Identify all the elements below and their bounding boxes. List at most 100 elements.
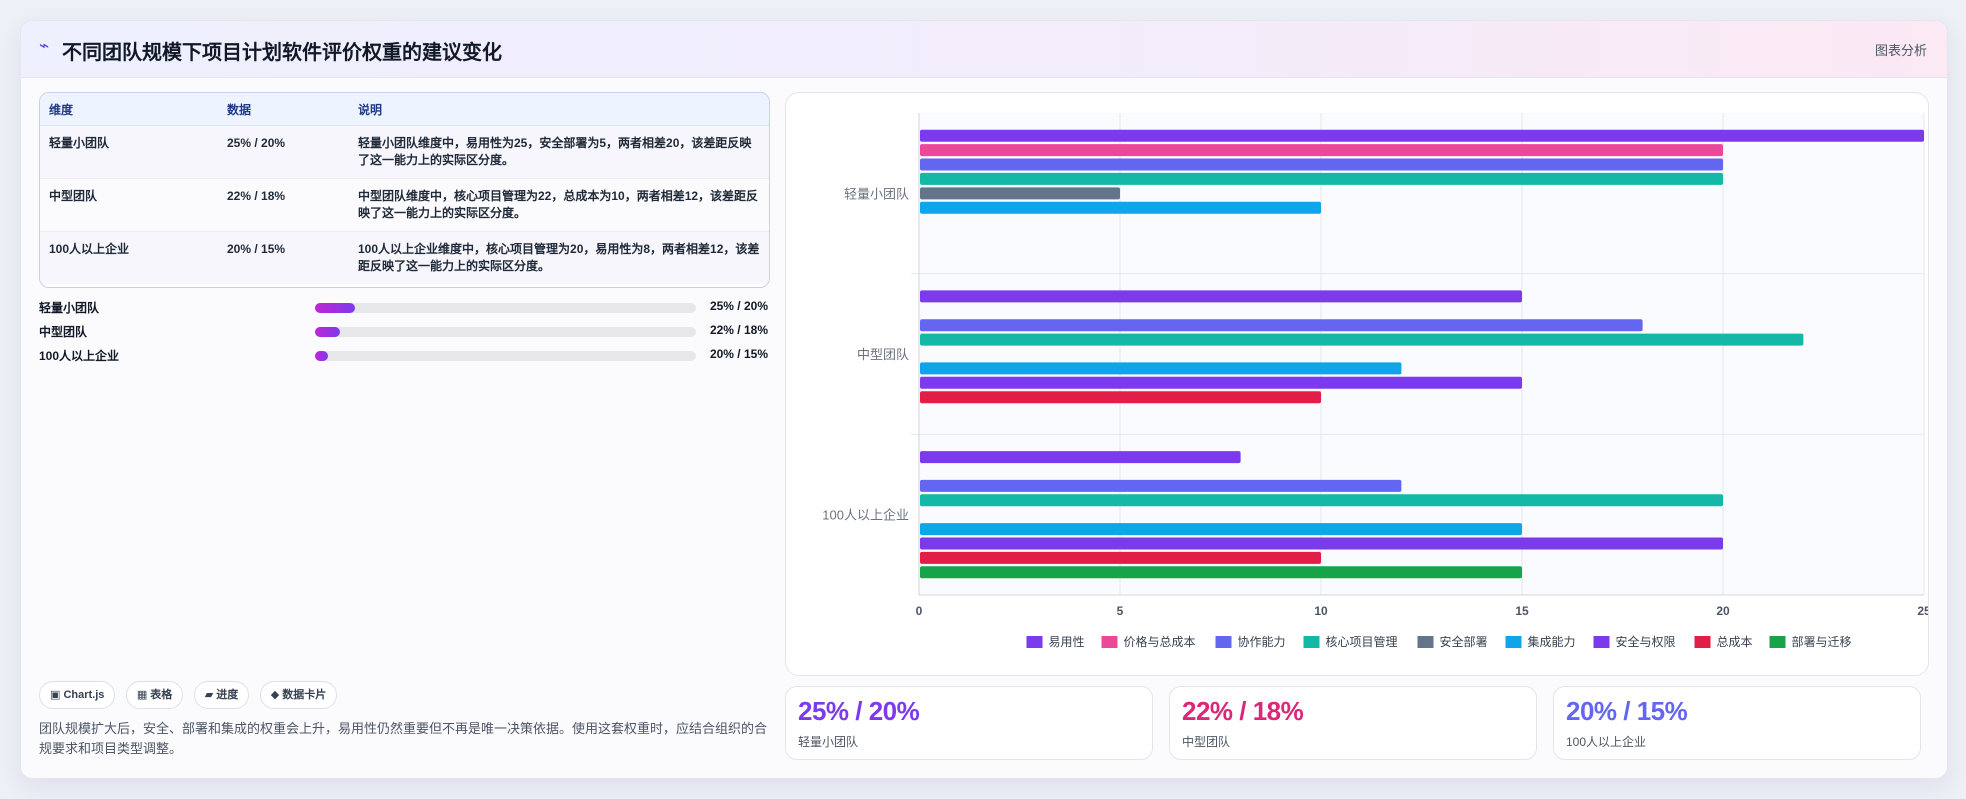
- progress-row: 中型团队 22% / 18%: [39, 321, 768, 341]
- chip-progress[interactable]: ▰ 进度: [193, 681, 250, 709]
- stat-card: 25% / 20% 轻量小团队: [785, 686, 1153, 760]
- progress-row: 100人以上企业 20% / 15%: [39, 345, 768, 365]
- bar: [920, 523, 1522, 536]
- bar: [920, 333, 1804, 346]
- bar: [920, 537, 1723, 550]
- trend-icon: ⌁: [39, 36, 50, 55]
- bar: [920, 319, 1643, 332]
- stat-label: 100人以上企业: [1566, 735, 1647, 749]
- feature-chips: ▣ Chart.js ▦ 表格 ▰ 进度 ◆ 数据卡片: [39, 681, 343, 709]
- progress-value: 25% / 20%: [709, 299, 768, 313]
- progress-label: 100人以上企业: [39, 349, 120, 363]
- header-tag: 图表分析: [1874, 43, 1927, 58]
- column-header-data: 数据: [218, 93, 349, 126]
- legend-label: 核心项目管理: [1326, 634, 1398, 649]
- x-tick-label: 5: [1117, 604, 1124, 618]
- bar: [920, 479, 1402, 492]
- table-row: 中型团队 22% / 18% 中型团队维度中，核心项目管理为22，总成本为10，…: [40, 178, 769, 232]
- page-title: 不同团队规模下项目计划软件评价权重的建议变化: [62, 42, 502, 64]
- column-header-dimension: 维度: [40, 93, 218, 126]
- column-header-description: 说明: [349, 93, 769, 126]
- chip-table[interactable]: ▦ 表格: [125, 681, 184, 709]
- bar: [920, 201, 1321, 214]
- legend-swatch: [1694, 636, 1711, 648]
- legend-swatch: [1417, 636, 1434, 648]
- x-tick-label: 15: [1515, 604, 1529, 618]
- bar: [920, 391, 1321, 404]
- bar: [920, 362, 1402, 375]
- progress-value: 22% / 18%: [709, 323, 768, 337]
- stat-label: 轻量小团队: [798, 735, 859, 749]
- bar: [920, 187, 1120, 200]
- summary-note: 团队规模扩大后，安全、部署和集成的权重会上升，易用性仍然重要但不再是唯一决策依据…: [39, 721, 768, 756]
- legend-label: 协作能力: [1238, 634, 1286, 649]
- bar: [920, 144, 1723, 157]
- stat-card: 22% / 18% 中型团队: [1169, 686, 1537, 760]
- stat-value: 20% / 15%: [1566, 696, 1688, 726]
- bar: [920, 129, 1924, 142]
- bar: [920, 451, 1241, 464]
- table-cell-data: 25% / 20%: [218, 125, 349, 179]
- stat-value: 25% / 20%: [798, 696, 920, 726]
- bar: [920, 551, 1321, 564]
- legend-label: 安全部署: [1440, 634, 1488, 649]
- progress-row: 轻量小团队 25% / 20%: [39, 297, 768, 317]
- legend-swatch: [1303, 636, 1320, 648]
- table-cell-description: 中型团队维度中，核心项目管理为22，总成本为10，两者相差12，该差距反映了这一…: [349, 178, 769, 232]
- y-tick-label: 轻量小团队: [844, 186, 909, 201]
- table-cell-data: 22% / 18%: [218, 178, 349, 232]
- plot-area: [919, 113, 1924, 595]
- progress-track: [315, 303, 696, 313]
- legend-swatch: [1505, 636, 1522, 648]
- table-cell-dimension: 轻量小团队: [40, 125, 218, 179]
- legend-label: 易用性: [1049, 635, 1085, 649]
- stat-label: 中型团队: [1182, 735, 1231, 749]
- x-tick-label: 25: [1917, 604, 1928, 618]
- legend-swatch: [1593, 636, 1610, 648]
- table-cell-dimension: 100人以上企业: [40, 231, 218, 284]
- progress-fill: [315, 327, 340, 337]
- table-cell-description: 轻量小团队维度中，易用性为25，安全部署为5，两者相差20，该差距反映了这一能力…: [349, 125, 769, 179]
- header: ⌁ 不同团队规模下项目计划软件评价权重的建议变化 图表分析: [21, 21, 1947, 78]
- progress-track: [315, 327, 696, 337]
- legend-label: 总成本: [1717, 635, 1753, 649]
- table-row: 100人以上企业 20% / 15% 100人以上企业维度中，核心项目管理为20…: [40, 231, 769, 284]
- data-table: 维度 数据 说明 轻量小团队 25% / 20% 轻量小团队维度中，易用性为25…: [39, 92, 770, 288]
- legend-label: 安全与权限: [1616, 634, 1676, 649]
- bar: [920, 158, 1723, 171]
- bar: [920, 290, 1522, 303]
- legend-swatch: [1215, 636, 1232, 648]
- bar: [920, 376, 1522, 389]
- legend-label: 价格与总成本: [1124, 634, 1196, 649]
- table-cell-dimension: 中型团队: [40, 178, 218, 232]
- table-row: 轻量小团队 25% / 20% 轻量小团队维度中，易用性为25，安全部署为5，两…: [40, 125, 769, 179]
- stat-value: 22% / 18%: [1182, 696, 1304, 726]
- table-cell-description: 100人以上企业维度中，核心项目管理为20，易用性为8，两者相差12，该差距反映…: [349, 231, 769, 284]
- y-tick-label: 100人以上企业: [822, 508, 909, 523]
- bar: [920, 494, 1723, 507]
- progress-label: 轻量小团队: [39, 301, 100, 315]
- legend-label: 部署与迁移: [1792, 634, 1852, 649]
- progress-fill: [315, 351, 329, 361]
- x-tick-label: 20: [1716, 604, 1730, 618]
- legend-swatch: [1026, 636, 1043, 648]
- progress-fill: [315, 303, 355, 313]
- y-tick-label: 中型团队: [857, 347, 909, 362]
- bar: [920, 172, 1723, 185]
- x-tick-label: 10: [1314, 604, 1328, 618]
- chip-data-card[interactable]: ◆ 数据卡片: [259, 681, 338, 709]
- progress-track: [315, 351, 696, 361]
- progress-label: 中型团队: [39, 325, 88, 339]
- legend-swatch: [1101, 636, 1118, 648]
- legend-label: 集成能力: [1528, 634, 1576, 649]
- x-tick-label: 0: [916, 604, 923, 618]
- progress-value: 20% / 15%: [709, 347, 768, 361]
- chip-chartjs[interactable]: ▣ Chart.js: [39, 681, 116, 709]
- main-card: ⌁ 不同团队规模下项目计划软件评价权重的建议变化 图表分析 维度 数据 说明 轻…: [20, 20, 1948, 779]
- legend-swatch: [1769, 636, 1786, 648]
- table-cell-data: 20% / 15%: [218, 231, 349, 284]
- stat-card: 20% / 15% 100人以上企业: [1553, 686, 1921, 760]
- bar: [920, 566, 1522, 579]
